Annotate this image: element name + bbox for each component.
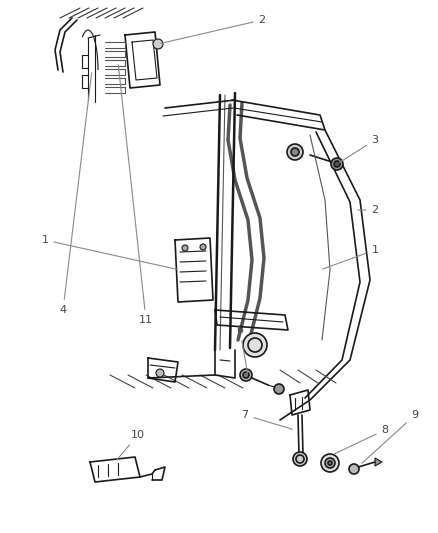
Text: 7: 7 [241,410,292,429]
Text: 2: 2 [161,15,265,43]
Text: 1: 1 [323,245,378,269]
Circle shape [293,452,307,466]
Circle shape [349,464,359,474]
Polygon shape [375,458,382,466]
Circle shape [156,369,164,377]
Circle shape [331,158,343,170]
Circle shape [325,458,335,468]
Text: 8: 8 [335,425,389,454]
Circle shape [334,161,340,167]
Text: 10: 10 [117,430,145,460]
Text: 2: 2 [358,205,378,215]
Circle shape [321,454,339,472]
Circle shape [291,148,299,156]
Circle shape [153,39,163,49]
Circle shape [240,369,252,381]
Circle shape [200,244,206,250]
Circle shape [243,372,249,378]
Circle shape [274,384,284,394]
Text: 4: 4 [60,73,92,315]
Circle shape [182,245,188,251]
Text: 3: 3 [339,135,378,163]
Circle shape [328,461,332,465]
Text: 9: 9 [362,410,419,463]
Text: 1: 1 [42,235,177,269]
Circle shape [243,333,267,357]
Text: 6: 6 [237,325,247,373]
Text: 11: 11 [118,65,153,325]
Circle shape [287,144,303,160]
